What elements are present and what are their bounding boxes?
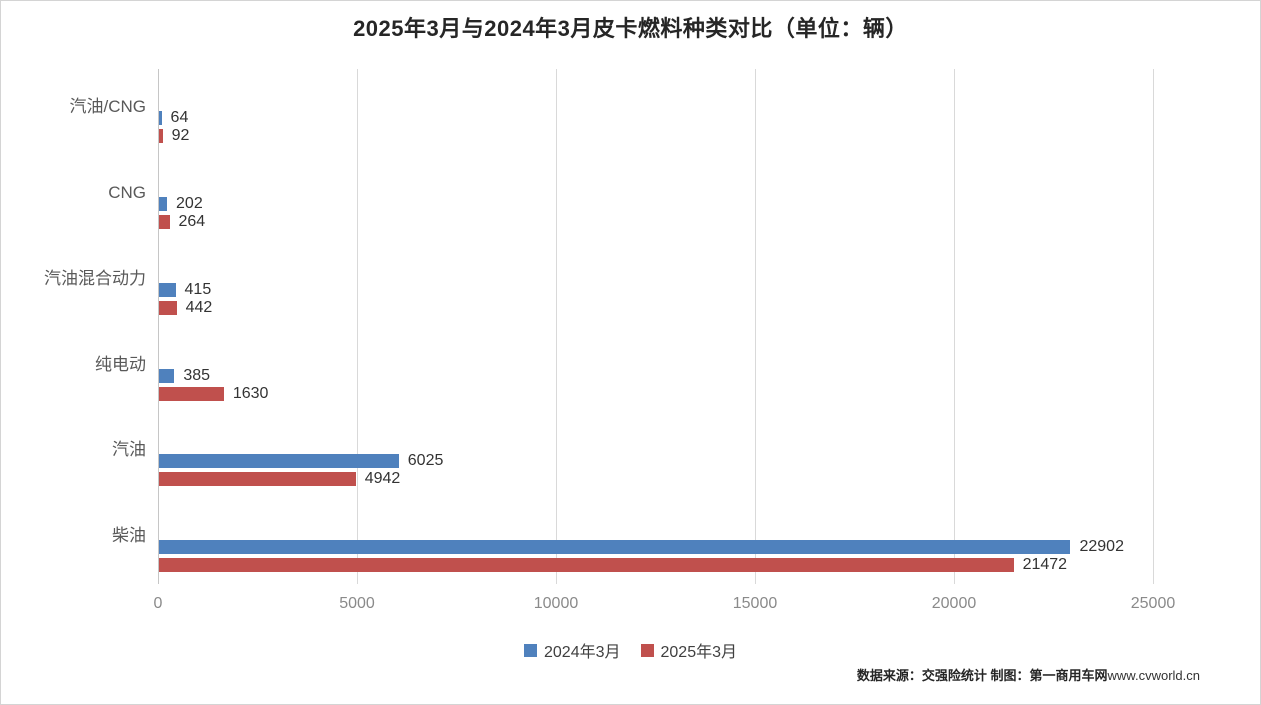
y-axis-line (158, 69, 159, 584)
category-row: 纯电动 385 1630 (95, 327, 1153, 413)
category-label: 汽油 (112, 440, 146, 460)
x-tick-label: 0 (153, 595, 163, 612)
bar-2024-03 (159, 454, 399, 469)
value-label-2025-03: 442 (185, 298, 213, 316)
bar-2024-03 (159, 368, 175, 383)
value-label-2024-03: 415 (184, 280, 212, 298)
bar-2024-03 (159, 111, 162, 125)
bar-2025-03 (159, 558, 1014, 573)
chart-title: 2025年3月与2024年3月皮卡燃料种类对比（单位：辆） (353, 16, 908, 41)
footer: 数据来源：交强险统计 制图：第一商用车网www.cvworld.cn (857, 665, 1200, 684)
legend-item-2025-03: 2025年3月 (640, 638, 738, 662)
x-tick-label: 20000 (931, 595, 977, 612)
value-label-2024-03: 385 (183, 366, 211, 384)
x-axis: 0 5000 10000 15000 20000 25000 (154, 595, 1176, 617)
value-label-2025-03: 4942 (364, 470, 401, 488)
category-row: 汽油混合动力 415 442 (44, 241, 1153, 327)
legend-swatch-2025-03 (640, 643, 654, 657)
x-gridline (357, 69, 358, 584)
x-gridline (1153, 69, 1154, 584)
value-label-2024-03: 6025 (407, 452, 444, 470)
value-label-2025-03: 92 (171, 127, 190, 144)
x-gridline (556, 69, 557, 584)
bar-2024-03 (159, 540, 1071, 555)
bar-2025-03 (159, 472, 356, 487)
value-label-2025-03: 21472 (1022, 556, 1068, 574)
value-label-2025-03: 1630 (232, 384, 269, 402)
bar-2025-03 (159, 386, 224, 401)
bar-2025-03 (159, 300, 177, 315)
category-label: 汽油混合动力 (44, 268, 146, 288)
category-row: 汽油/CNG 64 92 (70, 69, 1153, 155)
category-row: CNG 202 264 (108, 155, 1153, 241)
category-label: 汽油/CNG (69, 97, 147, 116)
footer-site-url: www.cvworld.cn (1107, 668, 1200, 683)
plot-area: 汽油/CNG 64 92 CNG 202 264 汽油混合动力 415 442 纯电动 385 163… (44, 69, 1154, 584)
category-row: 柴油 22902 21472 (112, 498, 1153, 584)
legend-label-2024-03: 2024年3月 (544, 644, 621, 661)
bar-2024-03 (159, 196, 168, 211)
bar-2025-03 (159, 214, 170, 229)
x-tick-label: 5000 (339, 595, 375, 612)
x-tick-label: 10000 (533, 595, 579, 612)
value-label-2024-03: 64 (170, 109, 189, 126)
bar-2025-03 (159, 129, 163, 143)
value-label-2024-03: 22902 (1079, 538, 1124, 556)
x-tick-label: 15000 (732, 595, 778, 612)
category-label: 柴油 (112, 526, 146, 546)
legend-swatch-2024-03 (524, 643, 537, 657)
x-gridline (954, 69, 955, 584)
category-label: 纯电动 (95, 354, 146, 374)
x-tick-label: 25000 (1130, 595, 1176, 612)
category-label: CNG (108, 182, 146, 202)
x-gridline (755, 69, 756, 584)
value-label-2024-03: 202 (176, 194, 203, 212)
category-row: 汽油 6025 4942 (112, 412, 1153, 498)
footer-source: 数据来源：交强险统计 制图：第一商用车网 (856, 668, 1108, 683)
legend-item-2024-03: 2024年3月 (524, 638, 621, 662)
value-label-2025-03: 264 (178, 212, 206, 230)
legend: 2024年3月 2025年3月 (1, 638, 1260, 662)
bar-2024-03 (159, 282, 176, 297)
legend-label-2025-03: 2025年3月 (660, 644, 738, 661)
